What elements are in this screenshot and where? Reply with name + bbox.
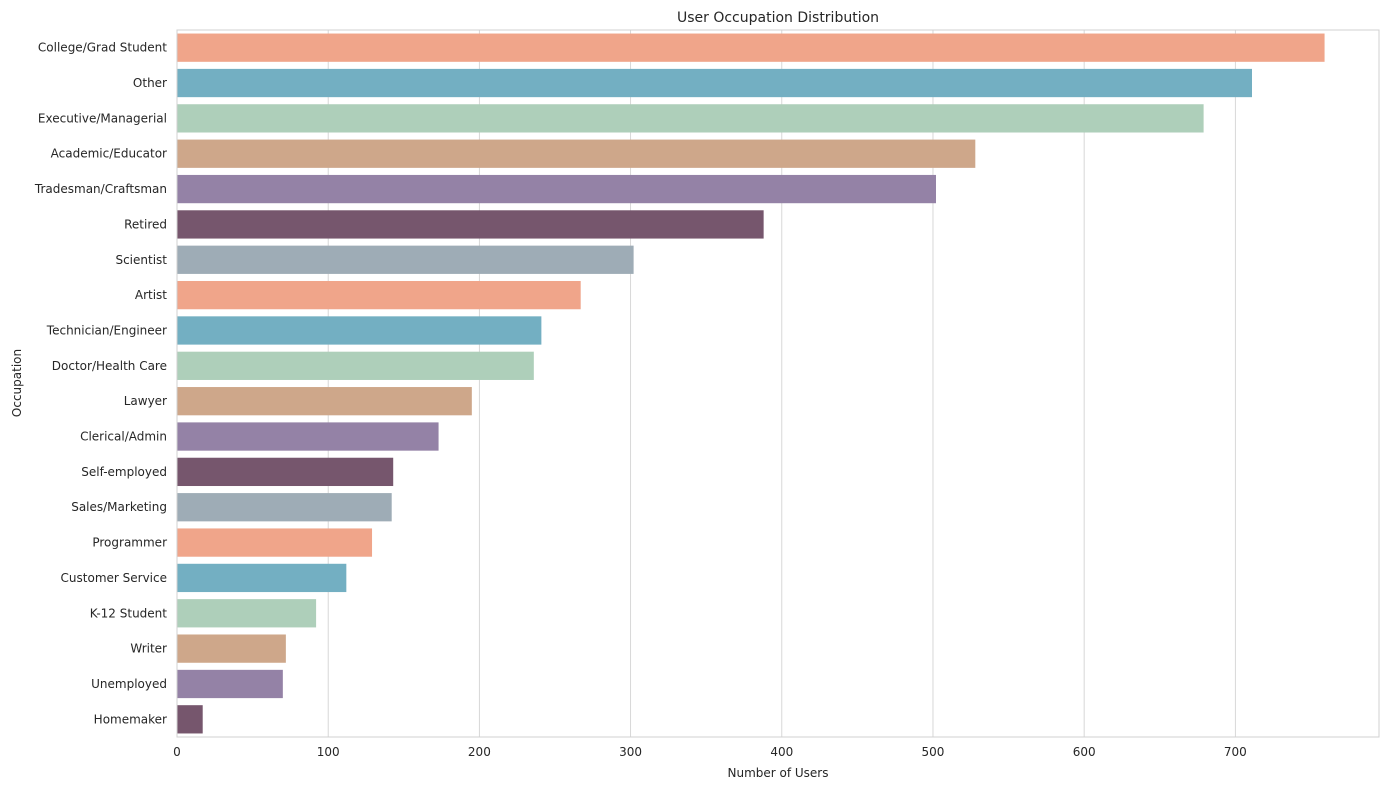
axes-frame — [176, 29, 1380, 738]
y-axis-label: Occupation — [10, 349, 24, 417]
x-tick-label: 400 — [770, 745, 793, 759]
y-tick-label: Scientist — [115, 253, 167, 267]
bar-scientist — [177, 245, 634, 274]
y-tick-label: Clerical/Admin — [80, 430, 167, 444]
bar-tradesman-craftsman — [177, 174, 936, 204]
bar-self-employed — [177, 457, 394, 487]
y-tick-label: Self-employed — [81, 465, 167, 479]
x-tick-label: 0 — [173, 745, 181, 759]
y-tick-label: Lawyer — [124, 394, 167, 408]
x-tick-label: 200 — [468, 745, 491, 759]
x-tick-label: 600 — [1073, 745, 1096, 759]
bar-other — [177, 68, 1252, 98]
y-tick-label: Homemaker — [94, 712, 167, 726]
bar-programmer — [177, 528, 373, 557]
bar-sales-marketing — [177, 493, 392, 522]
y-tick-label: Retired — [124, 217, 167, 231]
y-tick-label: Sales/Marketing — [71, 500, 167, 514]
y-tick-label: Customer Service — [61, 571, 167, 585]
y-tick-label: Writer — [130, 642, 167, 656]
bar-customer-service — [177, 563, 347, 593]
chart-title: User Occupation Distribution — [677, 10, 879, 26]
y-tick-label: Doctor/Health Care — [52, 359, 167, 373]
bar-k-12-student — [177, 599, 317, 628]
y-tick-labels: College/Grad Student Other Executive/Manag… — [34, 41, 167, 727]
bar-lawyer — [177, 387, 472, 416]
bar-clerical-admin — [177, 422, 439, 451]
x-tick-labels: 0 100 200 300 400 500 600 700 — [173, 745, 1247, 759]
plot-frame — [176, 29, 1380, 738]
grid-lines — [176, 30, 1236, 737]
bars — [177, 33, 1325, 734]
y-tick-label: College/Grad Student — [38, 41, 167, 55]
y-tick-label: Unemployed — [91, 677, 167, 691]
bar-retired — [177, 210, 764, 239]
bar-writer — [177, 634, 286, 663]
bar-executive-managerial — [177, 104, 1204, 133]
bar-doctor-health-care — [177, 351, 534, 380]
x-tick-label: 500 — [922, 745, 945, 759]
bar-academic-educator — [177, 139, 976, 168]
y-tick-label: K-12 Student — [90, 606, 168, 620]
y-tick-label: Academic/Educator — [51, 147, 167, 161]
y-tick-label: Tradesman/Craftsman — [34, 182, 167, 196]
x-axis-label: Number of Users — [727, 766, 828, 780]
y-tick-label: Executive/Managerial — [38, 111, 167, 125]
bar-homemaker — [177, 705, 203, 734]
y-tick-label: Artist — [135, 288, 167, 302]
x-tick-label: 300 — [619, 745, 642, 759]
y-tick-label: Technician/Engineer — [46, 323, 167, 337]
y-tick-label: Other — [133, 76, 167, 90]
bar-college-grad-student — [177, 33, 1325, 62]
bar-artist — [177, 280, 581, 310]
x-tick-label: 100 — [317, 745, 340, 759]
y-tick-label: Programmer — [92, 536, 167, 550]
x-tick-label: 700 — [1224, 745, 1247, 759]
bar-technician-engineer — [177, 316, 542, 345]
bar-unemployed — [177, 669, 283, 699]
